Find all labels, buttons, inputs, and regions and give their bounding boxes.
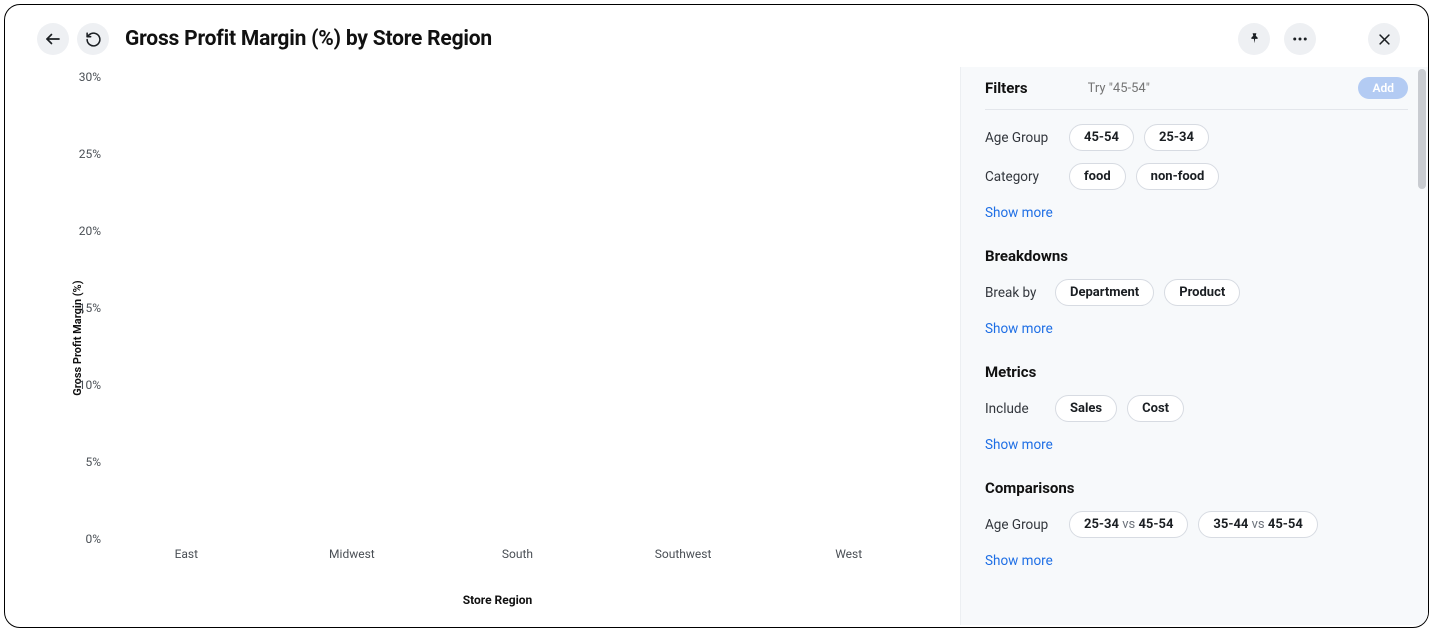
chart-area: Gross Profit Margin (%) EastMidwestSouth…: [5, 67, 960, 625]
side-panel: Filters Add Age Group 45-54 25-34 Category f…: [960, 67, 1428, 625]
filter-chip[interactable]: non-food: [1136, 163, 1220, 190]
filter-row-label: Category: [985, 169, 1059, 185]
scrollbar[interactable]: [1418, 69, 1426, 189]
back-button[interactable]: [37, 23, 69, 55]
content-area: Gross Profit Margin (%) EastMidwestSouth…: [5, 67, 1428, 625]
more-button[interactable]: [1284, 23, 1316, 55]
pin-button[interactable]: [1238, 23, 1270, 55]
filter-input[interactable]: [1088, 81, 1359, 96]
comparisons-section: Comparisons Age Group 25-34 vs 45-54 35-4…: [985, 479, 1408, 569]
filter-chip[interactable]: 25-34: [1144, 124, 1209, 151]
filters-title: Filters: [985, 79, 1028, 97]
y-tick: 30%: [61, 70, 101, 84]
header-bar: Gross Profit Margin (%) by Store Region: [5, 5, 1428, 67]
breakdowns-show-more[interactable]: Show more: [985, 321, 1053, 337]
metric-chip[interactable]: Cost: [1127, 395, 1184, 422]
chart-bars: EastMidwestSouthSouthwestWest: [105, 77, 930, 539]
filter-chip[interactable]: 45-54: [1069, 124, 1134, 151]
y-tick: 25%: [61, 147, 101, 161]
add-filter-button[interactable]: Add: [1358, 77, 1408, 99]
filter-row: Age Group 45-54 25-34: [985, 124, 1408, 151]
breakdown-chip[interactable]: Product: [1164, 279, 1240, 306]
breakdown-chip[interactable]: Department: [1055, 279, 1154, 306]
app-window: Gross Profit Margin (%) by Store Region …: [4, 4, 1429, 628]
filter-row: Category food non-food: [985, 163, 1408, 190]
bar-label: West: [767, 547, 930, 561]
chart-plot: EastMidwestSouthSouthwestWest 0%5%10%15%…: [105, 77, 930, 539]
filter-row-label: Age Group: [985, 130, 1059, 146]
comparisons-show-more[interactable]: Show more: [985, 553, 1053, 569]
bar-label: Midwest: [271, 547, 434, 561]
y-tick: 5%: [61, 455, 101, 469]
comparisons-title: Comparisons: [985, 479, 1408, 497]
x-axis-label: Store Region: [463, 593, 533, 607]
bar-label: South: [436, 547, 599, 561]
breakdowns-section: Breakdowns Break by Department Product Sh…: [985, 247, 1408, 337]
breakdowns-row-label: Break by: [985, 285, 1045, 301]
breakdowns-title: Breakdowns: [985, 247, 1408, 265]
y-tick: 20%: [61, 224, 101, 238]
comparison-chip[interactable]: 25-34 vs 45-54: [1069, 511, 1188, 538]
y-tick: 10%: [61, 378, 101, 392]
comparison-chip[interactable]: 35-44 vs 45-54: [1198, 511, 1317, 538]
metrics-show-more[interactable]: Show more: [985, 437, 1053, 453]
y-tick: 15%: [61, 301, 101, 315]
page-title: Gross Profit Margin (%) by Store Region: [125, 27, 492, 51]
bar-label: Southwest: [602, 547, 765, 561]
bar-label: East: [105, 547, 268, 561]
filters-header: Filters Add: [985, 67, 1408, 110]
metrics-section: Metrics Include Sales Cost Show more: [985, 363, 1408, 453]
refresh-button[interactable]: [77, 23, 109, 55]
close-button[interactable]: [1368, 23, 1400, 55]
filters-show-more[interactable]: Show more: [985, 205, 1053, 221]
header-actions: [1238, 23, 1400, 55]
metric-chip[interactable]: Sales: [1055, 395, 1117, 422]
metrics-title: Metrics: [985, 363, 1408, 381]
filter-chip[interactable]: food: [1069, 163, 1126, 190]
y-tick: 0%: [61, 532, 101, 546]
comparisons-row-label: Age Group: [985, 517, 1059, 533]
metrics-row-label: Include: [985, 401, 1045, 417]
